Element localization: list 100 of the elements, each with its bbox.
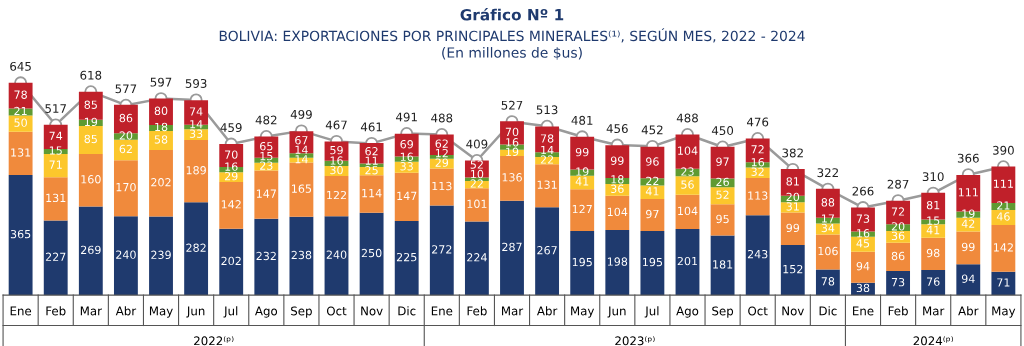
- x-tick-label: Feb: [467, 306, 487, 316]
- bar: [464, 188, 489, 222]
- data-label: 122: [327, 190, 346, 200]
- data-label: 202: [151, 178, 171, 187]
- bar: [956, 264, 981, 296]
- data-label: 152: [783, 264, 803, 274]
- bar: [675, 176, 700, 195]
- data-label: 267: [537, 246, 557, 255]
- bar: [745, 177, 770, 216]
- bar: [8, 131, 33, 175]
- x-tick-label: Ene: [431, 306, 453, 316]
- bar: [429, 205, 454, 296]
- bar: [745, 215, 770, 296]
- bar: [605, 195, 630, 230]
- data-label: 22: [646, 176, 659, 185]
- data-label: 76: [927, 277, 940, 286]
- data-label: 74: [189, 107, 203, 116]
- x-tick-label: Jun: [186, 306, 205, 318]
- data-label: 517: [45, 104, 66, 113]
- data-label: 243: [747, 249, 768, 259]
- bar: [219, 228, 244, 296]
- bar: [184, 140, 209, 203]
- data-label: 106: [818, 246, 838, 256]
- bar: [254, 218, 279, 296]
- x-tick-label: Abr: [115, 306, 137, 316]
- data-label: 147: [397, 191, 417, 200]
- data-label: 41: [926, 226, 940, 235]
- bar: [500, 200, 524, 296]
- bar: [289, 162, 314, 217]
- data-label: 160: [81, 175, 101, 184]
- bar: [113, 160, 138, 217]
- data-label: 72: [891, 207, 905, 216]
- bar: [359, 175, 384, 213]
- data-label: 98: [926, 248, 940, 258]
- data-label: 499: [290, 109, 312, 119]
- data-label: 56: [681, 180, 694, 189]
- data-label: 34: [821, 223, 835, 233]
- x-tick-label: May: [571, 306, 595, 318]
- data-label: 476: [747, 117, 769, 127]
- x-tick-label: Ene: [10, 306, 32, 316]
- data-label: 25: [365, 166, 378, 175]
- bar: [324, 175, 349, 217]
- bar: [43, 177, 68, 221]
- bar: [815, 223, 840, 235]
- data-label: 282: [186, 243, 206, 252]
- data-label: 97: [646, 209, 659, 219]
- bar: [219, 181, 244, 229]
- bar: [745, 167, 770, 178]
- data-label: 69: [400, 140, 413, 149]
- x-tick-label: Oct: [748, 306, 768, 316]
- data-label: 456: [606, 124, 628, 134]
- bar: [640, 178, 665, 186]
- bar: [394, 172, 419, 222]
- data-label: 266: [852, 186, 874, 196]
- data-label: 467: [325, 120, 347, 130]
- data-label: 202: [221, 256, 241, 266]
- data-label: 365: [10, 229, 31, 239]
- data-label: 99: [961, 242, 975, 252]
- data-label: 15: [927, 216, 940, 225]
- data-label: 94: [961, 274, 975, 283]
- bar: [780, 202, 805, 213]
- bar: [8, 174, 33, 296]
- bar: [464, 221, 489, 296]
- data-label: 31: [786, 202, 799, 211]
- data-label: 85: [84, 134, 97, 144]
- data-label: 198: [607, 257, 628, 266]
- data-label: 14: [295, 145, 308, 154]
- data-label: 195: [572, 257, 592, 267]
- bar: [394, 221, 419, 296]
- data-label: 74: [49, 131, 63, 140]
- data-label: 62: [365, 147, 378, 156]
- bar: [921, 237, 946, 271]
- bar: [815, 234, 840, 270]
- data-label: 577: [115, 84, 137, 94]
- x-tick-label: Abr: [536, 306, 558, 316]
- bar: [640, 230, 665, 296]
- data-label: 142: [221, 200, 241, 209]
- data-label: 450: [711, 126, 734, 135]
- x-tick-label: Sep: [712, 306, 734, 318]
- data-label: 45: [856, 239, 870, 248]
- data-label: 78: [821, 277, 835, 286]
- data-label: 593: [185, 79, 207, 88]
- bar: [710, 187, 735, 205]
- data-label: 12: [435, 148, 448, 158]
- bar: [289, 216, 314, 296]
- data-label: 409: [466, 139, 488, 149]
- data-label: 59: [330, 145, 343, 155]
- bar: [429, 168, 454, 206]
- x-tick-label: Mar: [80, 306, 102, 316]
- data-label: 195: [643, 257, 663, 267]
- data-label: 30: [330, 165, 343, 175]
- data-label: 19: [576, 167, 589, 176]
- bar: [780, 245, 805, 296]
- x-tick-label: Nov: [361, 306, 383, 316]
- data-label: 23: [681, 167, 694, 176]
- data-label: 224: [467, 253, 487, 262]
- bar: [675, 228, 700, 296]
- data-label: 73: [856, 214, 870, 223]
- data-label: 99: [610, 156, 624, 165]
- bar: [851, 236, 875, 252]
